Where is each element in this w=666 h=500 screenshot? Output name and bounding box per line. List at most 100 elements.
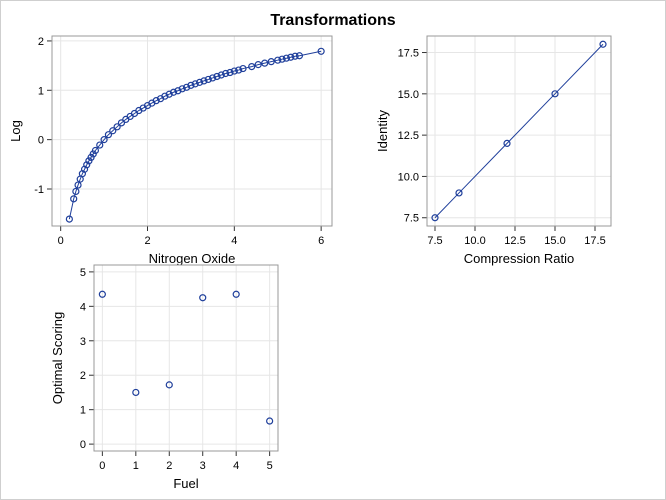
identity-data-point	[503, 139, 511, 147]
log-data-point	[117, 119, 126, 127]
log-xtick-label: 6	[318, 235, 324, 247]
log-data-point	[287, 53, 295, 61]
fuel-ytick-label: 0	[80, 439, 86, 451]
fuel-plot-frame	[93, 264, 279, 452]
log-data-point	[195, 78, 204, 86]
log-data-point	[165, 90, 173, 98]
log-data-point	[291, 52, 299, 60]
log-data-point	[261, 59, 269, 67]
log-ytick-label: 2	[38, 36, 44, 48]
log-data-point	[317, 47, 325, 55]
identity-data-point	[551, 90, 559, 98]
fuel-ytick-label: 1	[80, 405, 86, 417]
log-data-point	[113, 123, 121, 131]
log-data-point	[161, 92, 169, 100]
log-data-point	[204, 75, 212, 84]
log-data-point	[100, 136, 108, 144]
fuel-xtick-label: 2	[166, 460, 172, 472]
log-ytick-label: -1	[34, 184, 44, 196]
fuel-x-axis-label: Fuel	[173, 476, 198, 491]
log-xtick-label: 4	[231, 235, 237, 247]
identity-ytick-label: 17.5	[398, 48, 419, 60]
identity-y-axis-label: Identity	[375, 110, 390, 152]
log-data-point	[96, 141, 104, 149]
log-data-point	[74, 181, 82, 189]
fuel-y-axis-label: Optimal Scoring	[50, 312, 65, 404]
log-data-point	[83, 161, 91, 169]
panel-fuel: 0 1 2 3 4 5 0 1 2 3 4 5 Fuel Optimal Scoring	[50, 264, 279, 491]
log-data-point	[267, 58, 275, 66]
log-data-point	[109, 127, 117, 135]
fuel-xtick-label: 4	[233, 460, 239, 472]
log-data-point	[222, 69, 230, 78]
fuel-ytick-label: 2	[80, 370, 86, 382]
log-data-point	[200, 77, 208, 85]
figure-title: Transformations	[270, 12, 395, 29]
log-data-point	[182, 83, 191, 91]
log-data-point	[254, 61, 262, 69]
panel-log: 0 2 4 6 -1 0 1 2 Nitrogen Oxide Log	[8, 35, 333, 266]
identity-ytick-label: 12.5	[398, 130, 419, 142]
log-data-point	[65, 215, 73, 223]
identity-xtick-label: 12.5	[504, 235, 525, 247]
fuel-ytick-label: 3	[80, 336, 86, 348]
identity-xtick-label: 15.0	[544, 235, 565, 247]
log-data-point	[282, 54, 291, 62]
log-y-axis-label: Log	[8, 120, 23, 142]
identity-ytick-label: 7.5	[404, 213, 419, 225]
fuel-data-point	[266, 417, 274, 425]
fuel-data-point	[98, 290, 106, 298]
log-data-point	[174, 87, 182, 95]
log-data-point	[70, 195, 78, 203]
fuel-ytick-label: 5	[80, 267, 86, 279]
identity-x-axis-label: Compression Ratio	[464, 251, 575, 266]
log-data-point	[239, 64, 247, 73]
log-data-point	[248, 62, 256, 71]
log-ytick-label: 0	[38, 135, 44, 147]
fuel-ytick-label: 4	[80, 301, 86, 313]
log-plot-frame	[51, 35, 333, 227]
identity-xtick-label: 10.0	[464, 235, 485, 247]
log-xtick-label: 2	[144, 235, 150, 247]
fuel-xtick-label: 5	[267, 460, 273, 472]
log-data-point	[217, 71, 225, 79]
log-data-point	[235, 66, 243, 74]
log-data-point	[213, 72, 221, 81]
identity-plot-frame	[426, 35, 612, 227]
log-data-point	[209, 74, 217, 82]
log-series-line	[68, 50, 322, 220]
log-data-point	[91, 146, 100, 155]
log-xtick-label: 0	[58, 235, 64, 247]
identity-series-line	[434, 43, 604, 219]
log-data-point	[187, 81, 195, 89]
fuel-data-point	[199, 294, 207, 302]
log-data-point	[104, 131, 113, 139]
identity-data-point	[455, 189, 463, 197]
fuel-xtick-label: 1	[133, 460, 139, 472]
log-data-point	[152, 97, 160, 105]
log-data-point	[230, 67, 238, 75]
log-data-point	[295, 52, 304, 60]
identity-ytick-label: 10.0	[398, 171, 419, 183]
log-data-point	[274, 56, 282, 64]
panel-identity: 7.5 10.0 12.5 15.0 17.5 7.5 10.0 12.5 15.0 17.5 Co…	[375, 35, 612, 266]
log-ytick-label: 1	[38, 85, 44, 97]
log-data-point	[278, 55, 286, 63]
log-data-point	[178, 85, 186, 93]
fuel-data-point	[132, 388, 140, 397]
identity-xtick-label: 7.5	[427, 235, 442, 247]
fuel-data-point	[232, 290, 240, 298]
log-x-axis-label: Nitrogen Oxide	[149, 251, 236, 266]
log-data-point	[226, 68, 234, 77]
log-data-point	[72, 187, 80, 196]
identity-xtick-label: 17.5	[584, 235, 605, 247]
identity-data-point	[431, 214, 439, 222]
fuel-xtick-label: 3	[200, 460, 206, 472]
log-data-point	[191, 80, 199, 88]
identity-data-point	[599, 40, 607, 48]
identity-ytick-label: 15.0	[398, 89, 419, 101]
log-data-point	[169, 88, 178, 96]
fuel-data-point	[165, 381, 173, 389]
plot-panels: 0 2 4 6 -1 0 1 2 Nitrogen Oxide Log 7.5 10.0 12.5 15.…	[8, 35, 612, 491]
